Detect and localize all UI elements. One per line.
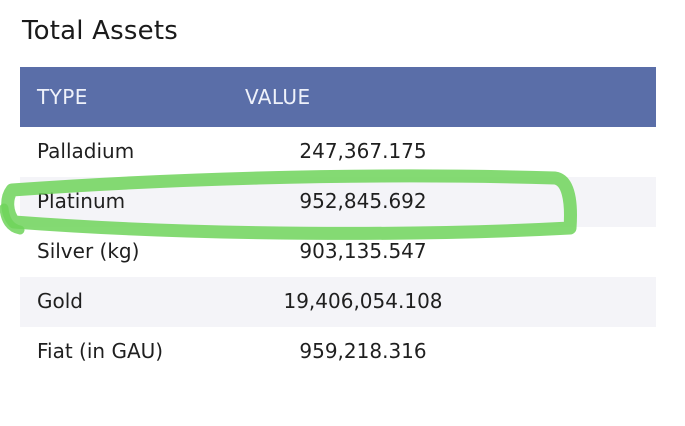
assets-table: TYPE VALUE Palladium 247,367.175 Platinu…: [20, 67, 656, 377]
table-header: TYPE VALUE: [20, 67, 656, 127]
row-type-silver: Silver (kg): [37, 239, 140, 263]
row-type-fiat: Fiat (in GAU): [37, 339, 164, 363]
table-row: Fiat (in GAU) 959,218.316: [20, 327, 656, 377]
row-value-palladium: 247,367.175: [299, 139, 427, 163]
row-type-platinum: Platinum: [37, 189, 126, 213]
table-row: Platinum 952,845.692: [20, 177, 656, 227]
row-value-silver: 903,135.547: [299, 239, 427, 263]
header-value: VALUE: [245, 85, 311, 109]
highlight-stroke-tail: [0, 203, 25, 235]
header-type: TYPE: [37, 85, 88, 109]
row-value-fiat: 959,218.316: [299, 339, 427, 363]
row-type-gold: Gold: [37, 289, 83, 313]
table-row: Palladium 247,367.175: [20, 127, 656, 177]
table-row: Gold 19,406,054.108: [20, 277, 656, 327]
row-type-palladium: Palladium: [37, 139, 135, 163]
page-title: Total Assets: [22, 16, 179, 46]
table-row: Silver (kg) 903,135.547: [20, 227, 656, 277]
row-value-platinum: 952,845.692: [299, 189, 427, 213]
row-value-gold: 19,406,054.108: [283, 289, 443, 313]
